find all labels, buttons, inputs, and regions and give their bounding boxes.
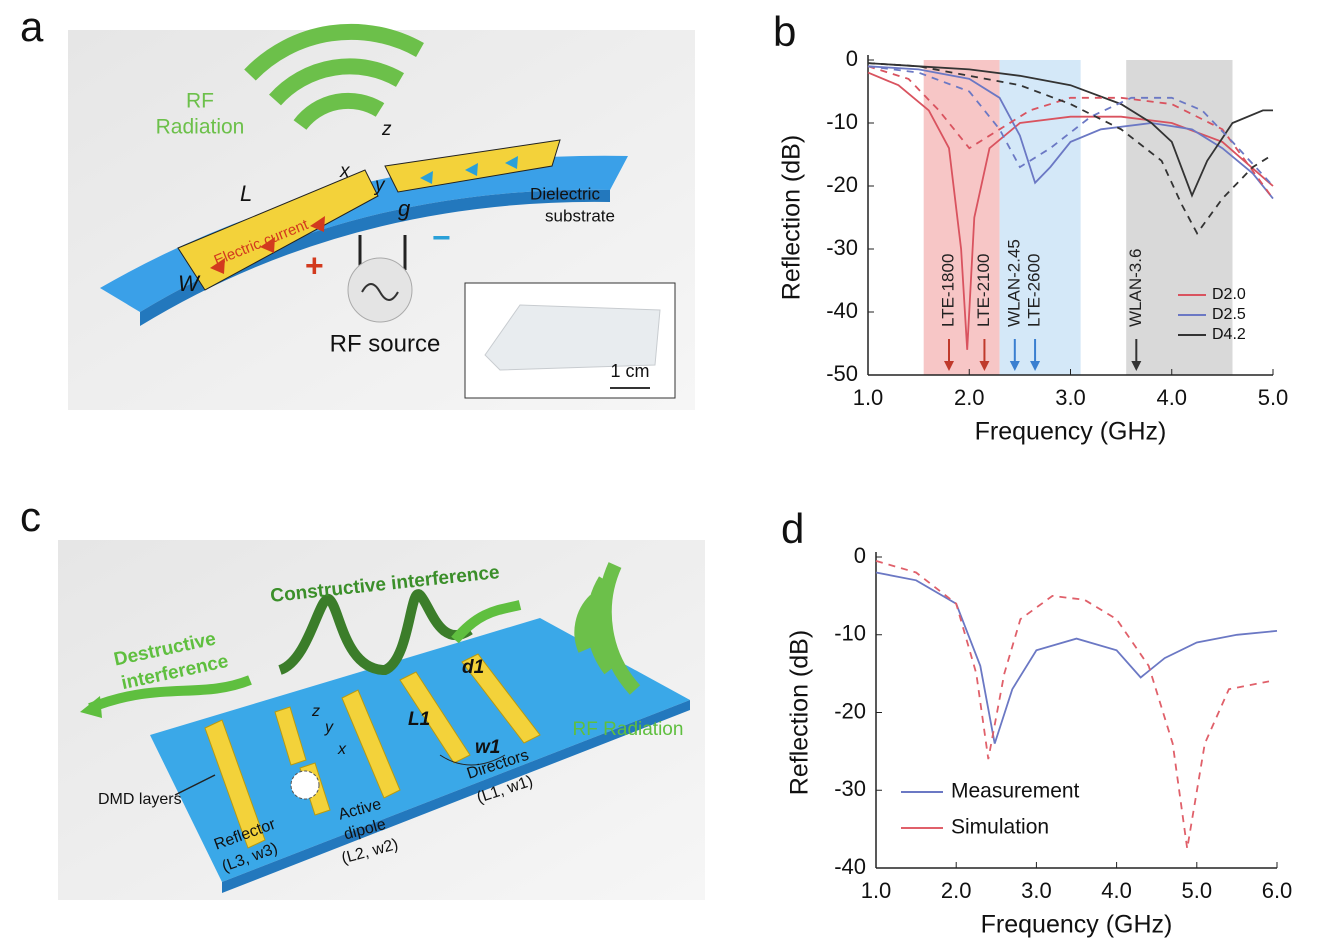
annotation-arrow-head	[1131, 361, 1142, 371]
axis-label: y	[324, 719, 334, 736]
legend-label: D2.0	[1212, 286, 1246, 303]
annotation: LTE-2600	[1025, 254, 1044, 327]
y-tick-label: -50	[826, 361, 858, 386]
y-tick-label: -40	[826, 298, 858, 323]
series-line	[867, 62, 1274, 235]
annotation-arrow-head	[944, 361, 954, 371]
dim-label: g	[398, 196, 411, 221]
chart: b 0 -10 -20 -30 -40 -501.0 2.0 3.0 4.0 5.0 Frequenc…	[773, 8, 1288, 446]
source-symbol	[290, 770, 320, 800]
dim-label: L	[240, 181, 252, 206]
y-axis-label: Reflection (dB)	[778, 135, 806, 300]
current-arrows	[420, 156, 518, 184]
plus-sign: +	[305, 247, 324, 283]
wave	[277, 589, 473, 676]
series-line	[867, 65, 1274, 187]
annotation: LTE-1800	[938, 254, 957, 327]
legend-label: Simulation	[951, 816, 1049, 839]
y-tick-label: -10	[834, 621, 866, 646]
series-line	[875, 560, 1270, 849]
rf-waves	[574, 562, 641, 695]
substrate-edge	[140, 189, 610, 326]
dim-label: W	[178, 271, 201, 296]
x-tick-label: 2.0	[954, 385, 985, 410]
rf-waves	[244, 23, 424, 131]
axis-label: y	[373, 175, 386, 196]
panel-a: a RF Radiation L W g x y z Electric curr…	[20, 3, 695, 410]
dim-label: w1	[475, 737, 500, 758]
legend-label: Measurement	[951, 780, 1080, 803]
y-tick-label: -20	[826, 172, 858, 197]
legend-label: D4.2	[1212, 326, 1246, 343]
legend-label: D2.5	[1212, 306, 1246, 323]
x-tick-label: 6.0	[1262, 878, 1293, 903]
y-tick-label: -40	[834, 854, 866, 879]
inset-device	[484, 304, 661, 371]
dim-label: L1	[408, 709, 430, 730]
axis-label: z	[381, 119, 392, 140]
annotation-arrow-head	[1009, 361, 1020, 371]
y-axis-label: Reflection (dB)	[786, 630, 814, 795]
y-tick-label: -20	[834, 698, 866, 723]
rf-label: Radiation	[156, 116, 245, 139]
x-axis-label: Frequency (GHz)	[981, 911, 1173, 939]
current-arrows	[210, 216, 325, 274]
panel-label: c	[20, 493, 41, 540]
x-axis-label: Frequency (GHz)	[975, 418, 1167, 446]
rf-source	[347, 257, 413, 323]
board	[150, 618, 690, 882]
y-tick-label: 0	[846, 46, 858, 71]
band	[999, 60, 1081, 375]
series-line	[867, 62, 1273, 198]
x-tick-label: 1.0	[853, 385, 884, 410]
annotation-arrow-head	[1030, 361, 1041, 371]
annotation: WLAN-3.6	[1126, 249, 1145, 327]
panel-label: d	[781, 505, 804, 552]
axis-label: x	[337, 741, 347, 758]
x-tick-label: 3.0	[1021, 878, 1052, 903]
scale-label: 1 cm	[610, 361, 649, 381]
x-tick-label: 4.0	[1101, 878, 1132, 903]
source-label: RF source	[330, 330, 441, 357]
y-tick-label: -30	[834, 776, 866, 801]
x-tick-label: 3.0	[1055, 385, 1086, 410]
pointer	[174, 774, 216, 796]
x-tick-label: 5.0	[1258, 385, 1289, 410]
x-tick-label: 1.0	[861, 878, 892, 903]
dim-label: d1	[462, 657, 484, 678]
board-edge	[222, 700, 690, 893]
rf-label: RF Radiation	[573, 719, 684, 740]
sine-symbol	[361, 283, 399, 301]
dmd-label: DMD layers	[98, 791, 182, 808]
panel-c: c Constructive interference Destructive …	[20, 493, 705, 900]
arrow	[451, 600, 522, 644]
annotation: WLAN-2.45	[1004, 239, 1023, 327]
arrow	[88, 675, 252, 713]
axis-label: x	[339, 161, 351, 182]
y-tick-label: -30	[826, 235, 858, 260]
y-tick-label: -10	[826, 109, 858, 134]
x-tick-label: 2.0	[941, 878, 972, 903]
x-tick-label: 5.0	[1182, 878, 1213, 903]
series-line	[867, 71, 1274, 350]
series-line	[875, 571, 1278, 744]
dipole-arm	[177, 169, 379, 291]
annotation: LTE-2100	[974, 254, 993, 327]
chart: d 0 -10 -20 -30 -401.0 2.0 3.0 4.0 5.0 6.0 Frequenc…	[781, 505, 1292, 939]
panel-label: b	[773, 8, 796, 55]
annotation-arrow-head	[979, 361, 990, 371]
series-line	[867, 65, 1274, 200]
arrow-head	[80, 696, 102, 718]
minus-sign: −	[432, 219, 451, 255]
substrate-label: Dielectric	[530, 184, 600, 203]
panel-label: a	[20, 3, 44, 50]
x-tick-label: 4.0	[1156, 385, 1187, 410]
axis-label: z	[311, 703, 320, 720]
substrate-label: substrate	[545, 206, 615, 225]
brace	[439, 754, 506, 766]
y-tick-label: 0	[854, 543, 866, 568]
rf-label: RF	[186, 90, 214, 113]
band	[1126, 60, 1233, 375]
